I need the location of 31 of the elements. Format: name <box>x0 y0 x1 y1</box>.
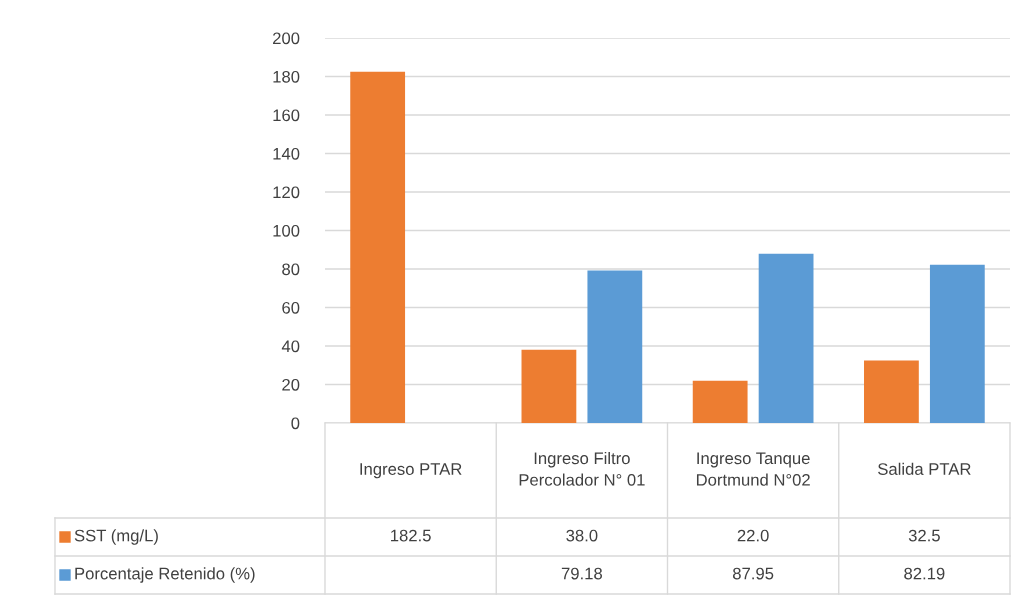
data-label: 32.5 <box>908 529 940 542</box>
y-tick-label: 20 <box>282 378 300 391</box>
bar <box>864 360 919 423</box>
y-tick-label: 180 <box>273 70 300 83</box>
y-tick-label: 120 <box>273 186 300 199</box>
y-tick-label: 80 <box>282 263 300 276</box>
bar <box>521 349 577 423</box>
data-label: 87.95 <box>733 567 774 580</box>
legend-label: Porcentaje Retenido (%) <box>75 567 255 583</box>
x-tick-label: Ingreso Filtro Percolador N° 01 <box>519 451 645 486</box>
data-label: 22.0 <box>737 529 769 542</box>
bar <box>692 380 748 423</box>
bar <box>350 71 406 423</box>
data-label: 182.5 <box>391 529 431 542</box>
y-tick-label: 160 <box>273 109 300 122</box>
y-tick-label: 40 <box>281 340 300 353</box>
y-tick-label: 200 <box>273 32 300 45</box>
data-label: 82.19 <box>904 567 945 580</box>
y-tick-label: 140 <box>273 147 300 160</box>
y-tick-label: 60 <box>282 301 300 314</box>
y-tick-label: 100 <box>273 224 300 237</box>
data-label: 79.18 <box>561 567 603 580</box>
x-tick-label: Ingreso PTAR <box>360 463 462 479</box>
x-tick-label: Salida PTAR <box>878 462 971 475</box>
bar <box>929 264 985 423</box>
bar <box>758 253 814 423</box>
bar <box>587 270 643 423</box>
y-tick-label: 0 <box>291 417 300 430</box>
data-label: 38.0 <box>566 529 598 542</box>
x-tick-label: Ingreso Tanque Dortmund N°02 <box>696 452 810 486</box>
legend-label: SST (mg/L) <box>74 529 158 545</box>
